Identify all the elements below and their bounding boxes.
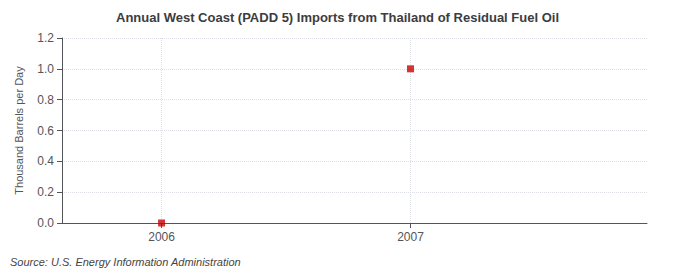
svg-text:2006: 2006 (148, 230, 175, 244)
svg-text:Annual West Coast (PADD 5) Imp: Annual West Coast (PADD 5) Imports from … (116, 10, 559, 25)
svg-text:0.4: 0.4 (37, 154, 54, 168)
svg-text:0.6: 0.6 (37, 124, 54, 138)
svg-text:0.0: 0.0 (37, 216, 54, 230)
svg-text:0.8: 0.8 (37, 93, 54, 107)
svg-text:Thousand Barrels per Day: Thousand Barrels per Day (13, 66, 25, 195)
svg-text:0.2: 0.2 (37, 185, 54, 199)
svg-text:1.2: 1.2 (37, 31, 54, 45)
svg-text:2007: 2007 (397, 230, 424, 244)
svg-text:Source: U.S. Energy Informatio: Source: U.S. Energy Information Administ… (10, 256, 241, 268)
svg-text:1.0: 1.0 (37, 62, 54, 76)
